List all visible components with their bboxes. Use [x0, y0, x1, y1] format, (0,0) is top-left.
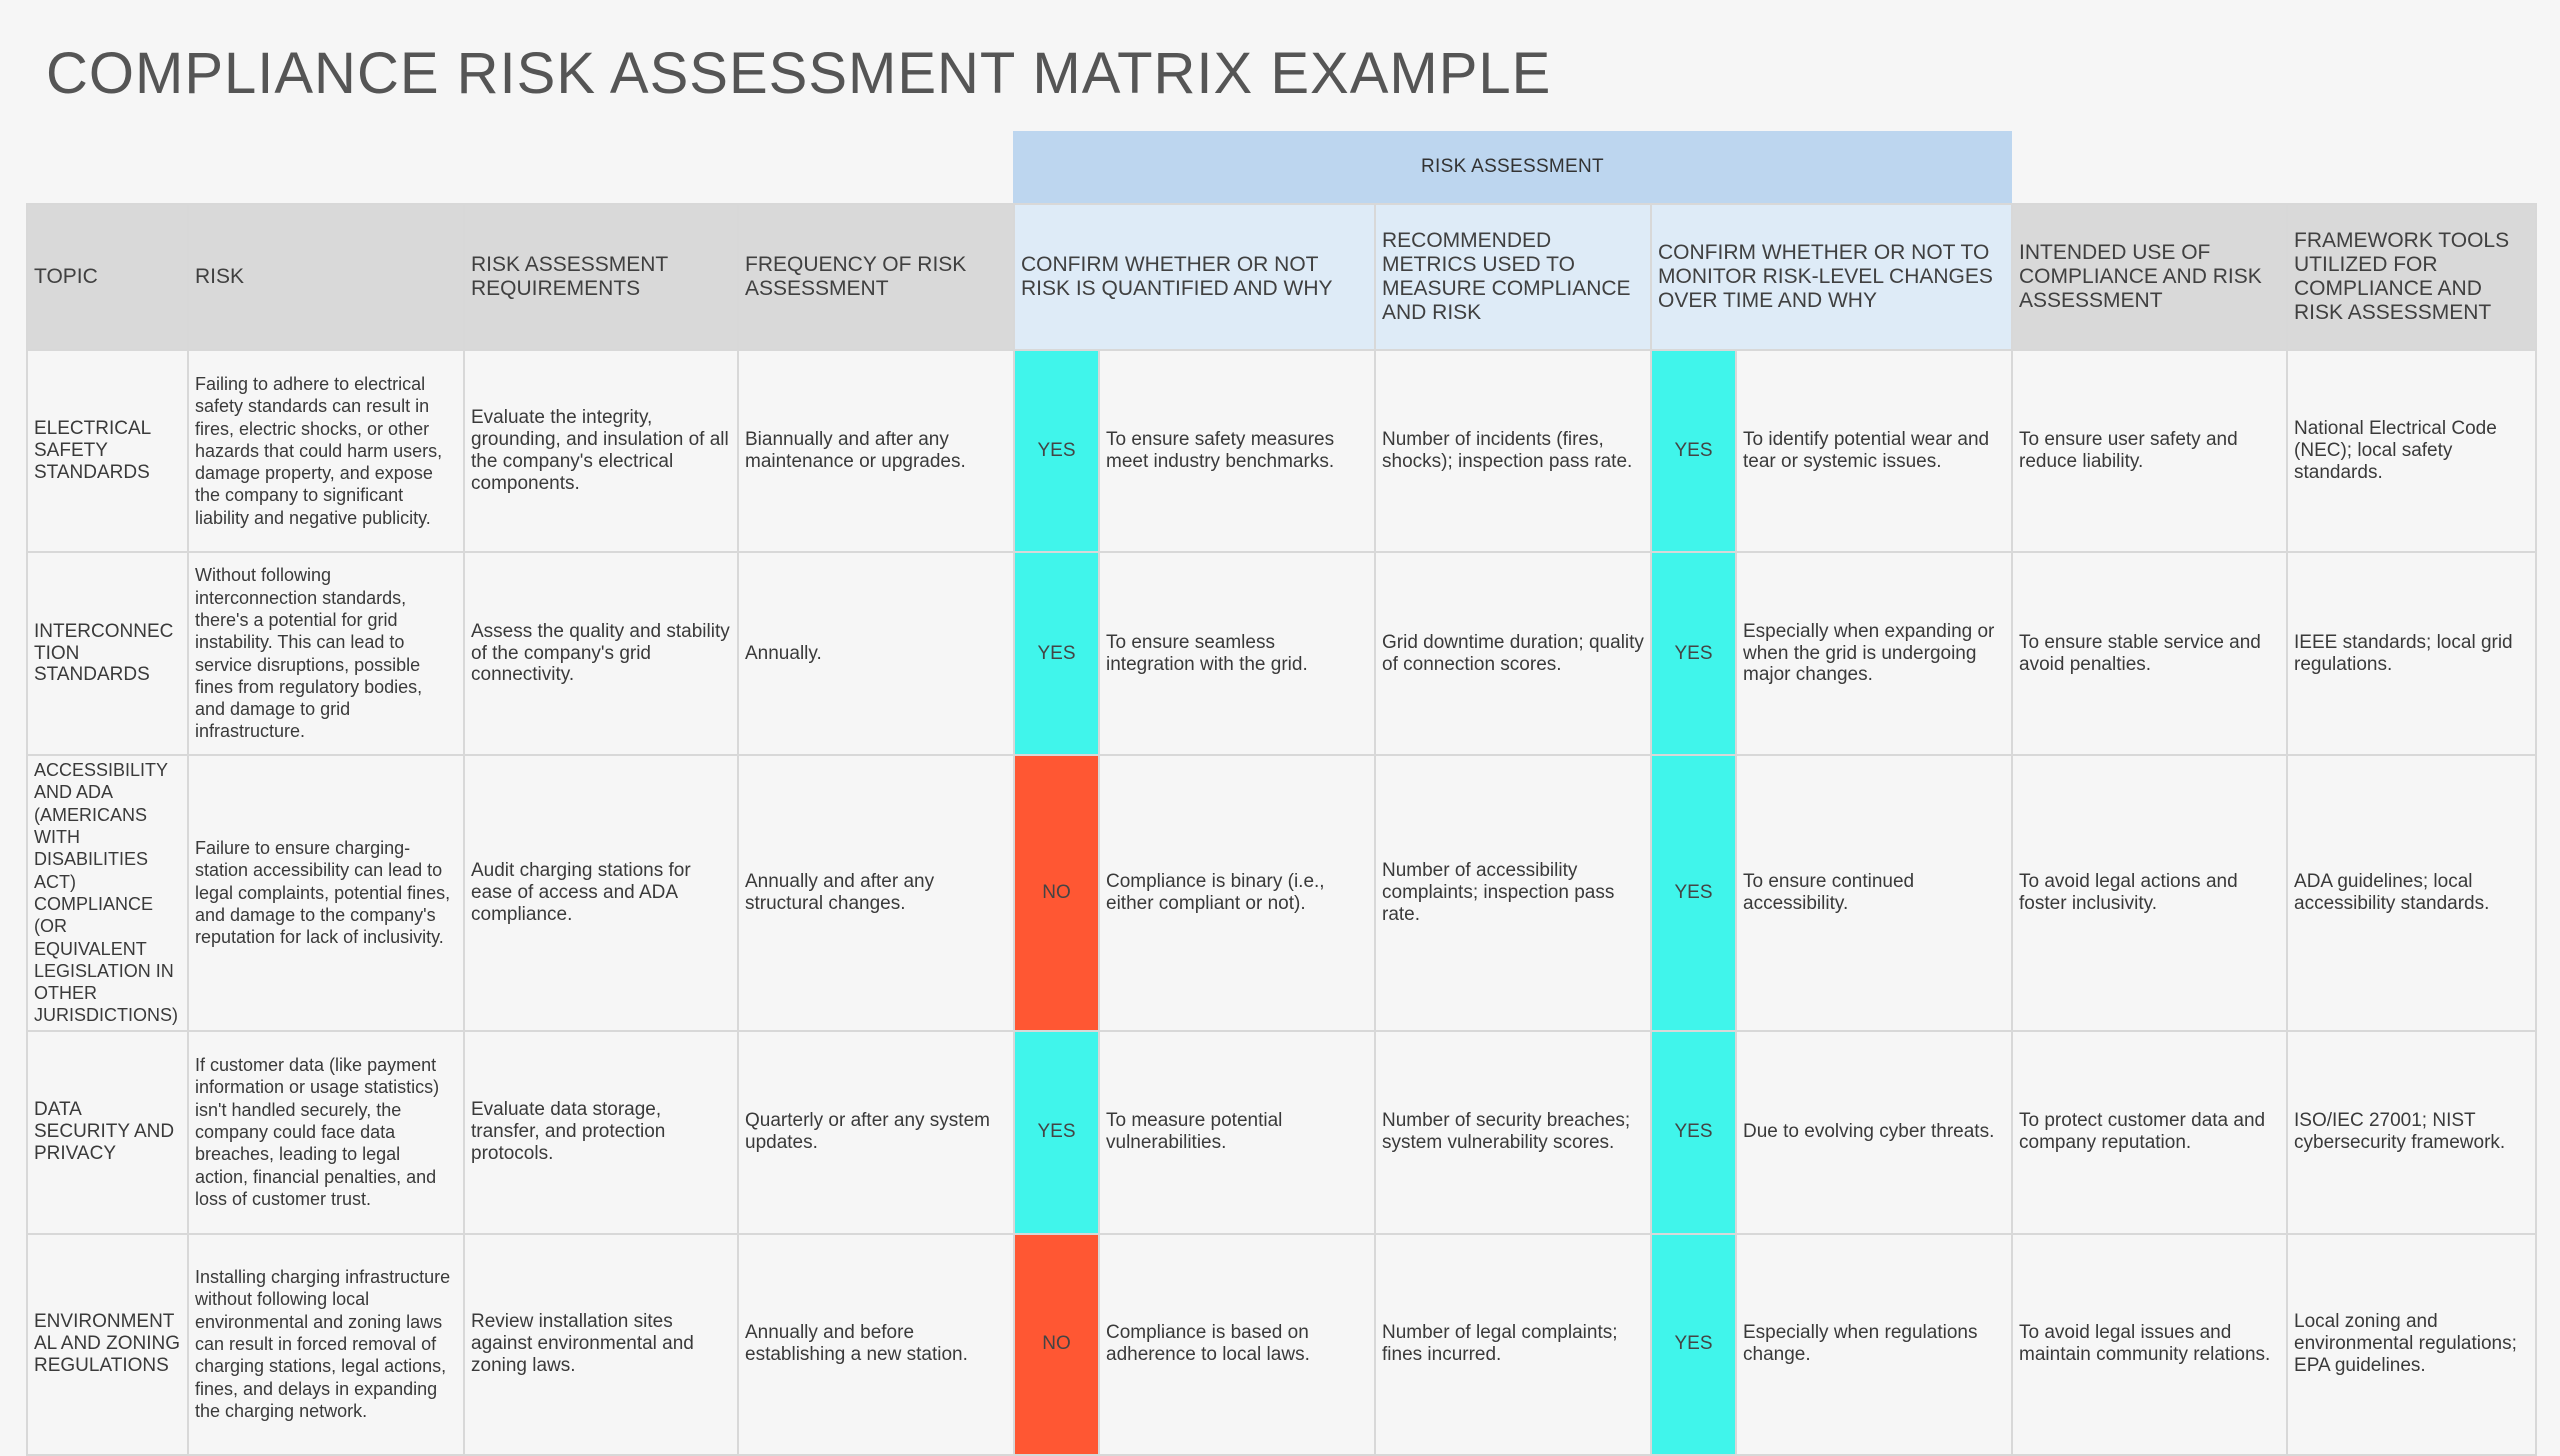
monitor-flag: YES — [1650, 1029, 1737, 1235]
header-requirements: RISK ASSESSMENT REQUIREMENTS — [463, 203, 739, 351]
quantified-reason-cell: To ensure seamless integration with the … — [1098, 551, 1376, 756]
risk-cell: Without following interconnection standa… — [187, 551, 465, 756]
monitor-flag: YES — [1650, 349, 1737, 553]
quantified-flag: YES — [1013, 349, 1100, 553]
monitor-flag: YES — [1650, 1232, 1737, 1456]
table-row: ENVIRONMENTAL AND ZONING REGULATIONS Ins… — [26, 1232, 2538, 1456]
topic-cell: ENVIRONMENTAL AND ZONING REGULATIONS — [26, 1232, 189, 1456]
table-row: INTERCONNECTION STANDARDS Without follow… — [26, 551, 2538, 756]
intended-use-cell: To ensure stable service and avoid penal… — [2011, 551, 2289, 756]
framework-cell: IEEE standards; local grid regulations. — [2286, 551, 2538, 756]
quantified-reason-cell: Compliance is based on adherence to loca… — [1098, 1232, 1376, 1456]
header-framework: FRAMEWORK TOOLS UTILIZED FOR COMPLIANCE … — [2286, 203, 2538, 351]
risk-cell: Failure to ensure charging-station acces… — [187, 754, 465, 1032]
frequency-cell: Annually and before establishing a new s… — [737, 1232, 1015, 1456]
header-risk: RISK — [187, 203, 465, 351]
intended-use-cell: To ensure user safety and reduce liabili… — [2011, 349, 2289, 553]
header-metrics: RECOMMENDED METRICS USED TO MEASURE COMP… — [1374, 203, 1652, 351]
quantified-flag: YES — [1013, 551, 1100, 756]
frequency-cell: Annually. — [737, 551, 1015, 756]
frequency-cell: Biannually and after any maintenance or … — [737, 349, 1015, 553]
requirements-cell: Review installation sites against enviro… — [463, 1232, 739, 1456]
metrics-cell: Number of legal complaints; fines incurr… — [1374, 1232, 1652, 1456]
intended-use-cell: To avoid legal actions and foster inclus… — [2011, 754, 2289, 1032]
monitor-flag: YES — [1650, 551, 1737, 756]
risk-cell: Failing to adhere to electrical safety s… — [187, 349, 465, 553]
requirements-cell: Evaluate the integrity, grounding, and i… — [463, 349, 739, 553]
quantified-reason-cell: To measure potential vulnerabilities. — [1098, 1029, 1376, 1235]
table-row: DATA SECURITY AND PRIVACY If customer da… — [26, 1029, 2538, 1235]
metrics-cell: Grid downtime duration; quality of conne… — [1374, 551, 1652, 756]
monitor-reason-cell: To ensure continued accessibility. — [1734, 754, 2014, 1032]
header-monitor: CONFIRM WHETHER OR NOT TO MONITOR RISK-L… — [1649, 203, 2014, 351]
requirements-cell: Audit charging stations for ease of acce… — [463, 754, 739, 1032]
quantified-flag: NO — [1013, 1232, 1100, 1456]
header-quantified: CONFIRM WHETHER OR NOT RISK IS QUANTIFIE… — [1013, 203, 1376, 351]
metrics-cell: Number of accessibility complaints; insp… — [1374, 754, 1652, 1032]
page-title: COMPLIANCE RISK ASSESSMENT MATRIX EXAMPL… — [46, 41, 1552, 106]
risk-cell: Installing charging infrastructure witho… — [187, 1232, 465, 1456]
header-intended-use: INTENDED USE OF COMPLIANCE AND RISK ASSE… — [2011, 203, 2289, 351]
monitor-reason-cell: Especially when expanding or when the gr… — [1734, 551, 2014, 756]
topic-cell: ELECTRICAL SAFETY STANDARDS — [26, 349, 189, 553]
header-frequency: FREQUENCY OF RISK ASSESSMENT — [737, 203, 1015, 351]
requirements-cell: Assess the quality and stability of the … — [463, 551, 739, 756]
framework-cell: Local zoning and environmental regulatio… — [2286, 1232, 2538, 1456]
intended-use-cell: To avoid legal issues and maintain commu… — [2011, 1232, 2289, 1456]
header-topic: TOPIC — [26, 203, 189, 351]
framework-cell: National Electrical Code (NEC); local sa… — [2286, 349, 2538, 553]
table-row: ELECTRICAL SAFETY STANDARDS Failing to a… — [26, 349, 2538, 553]
intended-use-cell: To protect customer data and company rep… — [2011, 1029, 2289, 1235]
topic-cell: INTERCONNECTION STANDARDS — [26, 551, 189, 756]
quantified-flag: NO — [1013, 754, 1100, 1032]
risk-cell: If customer data (like payment informati… — [187, 1029, 465, 1235]
risk-assessment-group-header: RISK ASSESSMENT — [1013, 131, 2012, 203]
metrics-cell: Number of incidents (fires, shocks); ins… — [1374, 349, 1652, 553]
topic-cell: ACCESSIBILITY AND ADA (AMERICANS WITH DI… — [26, 754, 189, 1032]
quantified-reason-cell: Compliance is binary (i.e., either compl… — [1098, 754, 1376, 1032]
monitor-flag: YES — [1650, 754, 1737, 1032]
monitor-reason-cell: Due to evolving cyber threats. — [1734, 1029, 2014, 1235]
metrics-cell: Number of security breaches; system vuln… — [1374, 1029, 1652, 1235]
monitor-reason-cell: Especially when regulations change. — [1734, 1232, 2014, 1456]
frequency-cell: Annually and after any structural change… — [737, 754, 1015, 1032]
compliance-risk-matrix: TOPIC RISK RISK ASSESSMENT REQUIREMENTS … — [26, 203, 2538, 1456]
quantified-reason-cell: To ensure safety measures meet industry … — [1098, 349, 1376, 553]
quantified-flag: YES — [1013, 1029, 1100, 1235]
monitor-reason-cell: To identify potential wear and tear or s… — [1734, 349, 2014, 553]
table-row: ACCESSIBILITY AND ADA (AMERICANS WITH DI… — [26, 754, 2538, 1032]
header-row: TOPIC RISK RISK ASSESSMENT REQUIREMENTS … — [26, 203, 2538, 351]
topic-cell: DATA SECURITY AND PRIVACY — [26, 1029, 189, 1235]
frequency-cell: Quarterly or after any system updates. — [737, 1029, 1015, 1235]
framework-cell: ISO/IEC 27001; NIST cybersecurity framew… — [2286, 1029, 2538, 1235]
requirements-cell: Evaluate data storage, transfer, and pro… — [463, 1029, 739, 1235]
framework-cell: ADA guidelines; local accessibility stan… — [2286, 754, 2538, 1032]
